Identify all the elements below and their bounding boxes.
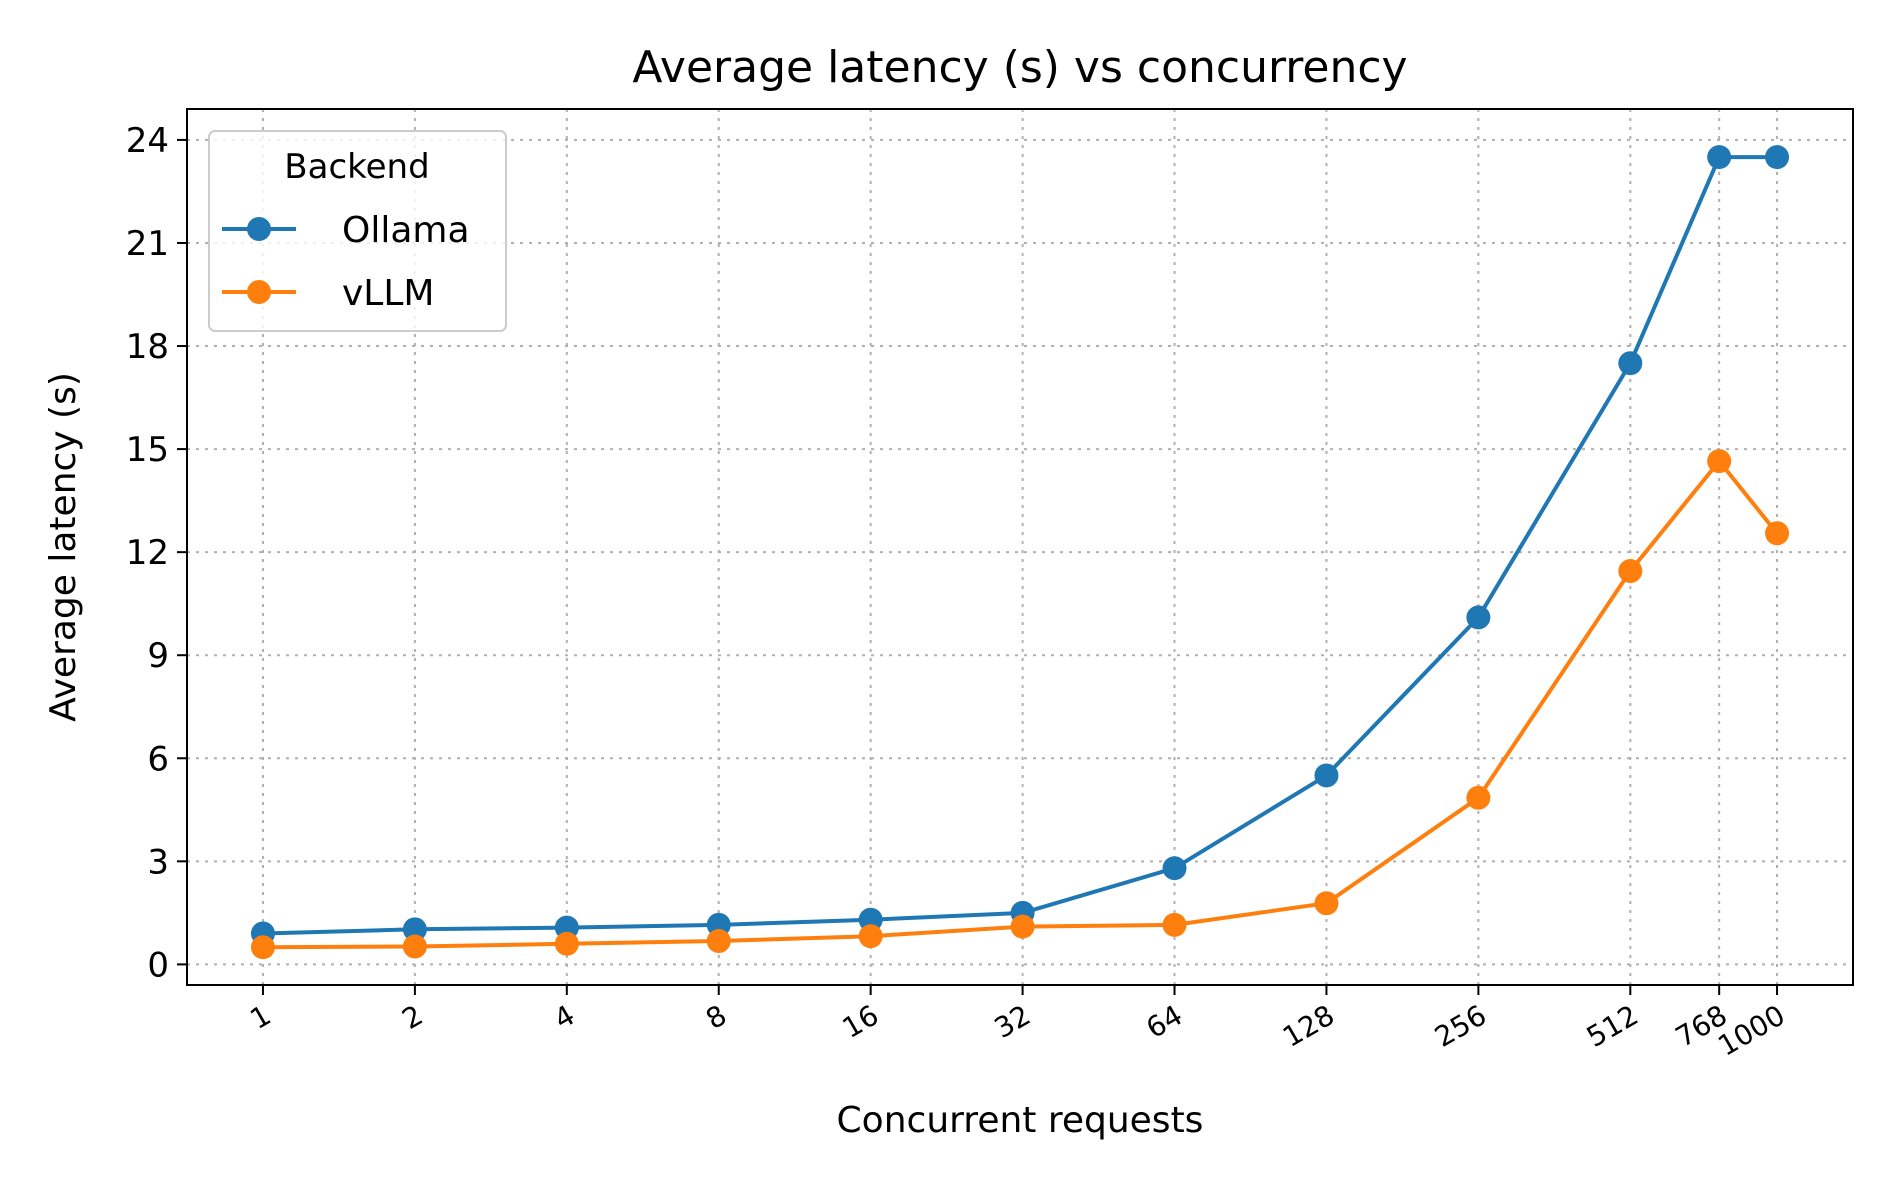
series-line-ollama xyxy=(262,155,1777,936)
chart-title: Average latency (s) vs concurrency xyxy=(632,42,1407,93)
y-axis: 0 3 6 9 12 15 18 21 24 xyxy=(126,121,187,985)
data-point-ollama xyxy=(1162,856,1187,881)
x-tick-label: 1000 xyxy=(1712,998,1790,1062)
data-point-vllm xyxy=(554,931,579,956)
x-tick-label: 64 xyxy=(1141,998,1188,1044)
legend: Backend Ollama vLLM xyxy=(208,130,507,332)
x-tick-label: 512 xyxy=(1581,998,1644,1053)
data-point-ollama xyxy=(1618,351,1643,376)
y-tick-label: 0 xyxy=(147,945,169,985)
series-line-vllm xyxy=(262,459,1779,950)
data-point-ollama xyxy=(1466,605,1491,630)
data-point-vllm xyxy=(1314,891,1339,916)
legend-marker-ollama xyxy=(247,217,271,241)
data-point-vllm xyxy=(1466,785,1491,810)
y-tick-label: 21 xyxy=(126,224,169,264)
y-tick-label: 12 xyxy=(126,533,169,573)
x-tick-label: 128 xyxy=(1277,998,1340,1053)
x-tick-label: 8 xyxy=(700,998,732,1035)
y-tick-label: 24 xyxy=(126,121,169,161)
data-point-vllm xyxy=(1707,449,1732,474)
x-tick-label: 256 xyxy=(1429,998,1492,1053)
data-point-ollama xyxy=(1314,763,1339,788)
x-tick-label: 16 xyxy=(837,998,884,1044)
y-axis-label: Average latency (s) xyxy=(43,372,84,722)
plot-area-frame xyxy=(186,108,1854,986)
data-point-vllm xyxy=(1010,914,1035,939)
legend-title: Backend xyxy=(284,147,429,187)
legend-entry-vllm: vLLM xyxy=(222,273,434,314)
x-tick-label: 1 xyxy=(245,998,277,1035)
x-tick-label: 4 xyxy=(548,998,580,1035)
x-tick-label: 32 xyxy=(989,998,1036,1044)
data-point-vllm xyxy=(1765,521,1790,546)
x-tick-label: 2 xyxy=(396,998,428,1035)
data-point-vllm xyxy=(858,924,883,949)
data-point-ollama xyxy=(858,907,883,932)
legend-label-vllm: vLLM xyxy=(342,273,434,314)
x-axis-label: Concurrent requests xyxy=(837,1100,1204,1141)
y-tick-label: 6 xyxy=(147,739,169,779)
data-point-vllm xyxy=(402,934,427,959)
y-tick-label: 9 xyxy=(147,636,169,676)
data-point-vllm xyxy=(1618,559,1643,584)
legend-marker-vllm xyxy=(247,280,271,304)
legend-label-ollama: Ollama xyxy=(342,210,470,251)
data-point-ollama xyxy=(402,917,427,942)
y-tick-label: 15 xyxy=(126,430,169,470)
data-point-vllm xyxy=(1162,912,1187,937)
legend-box xyxy=(208,130,507,332)
y-tick-label: 3 xyxy=(147,842,169,882)
data-point-vllm xyxy=(250,935,275,960)
data-point-ollama xyxy=(1707,145,1732,170)
y-tick-label: 18 xyxy=(126,327,169,367)
data-point-ollama xyxy=(1765,145,1790,170)
series-layer xyxy=(250,145,1790,960)
data-point-vllm xyxy=(706,929,731,954)
legend-entry-ollama: Ollama xyxy=(222,210,470,251)
